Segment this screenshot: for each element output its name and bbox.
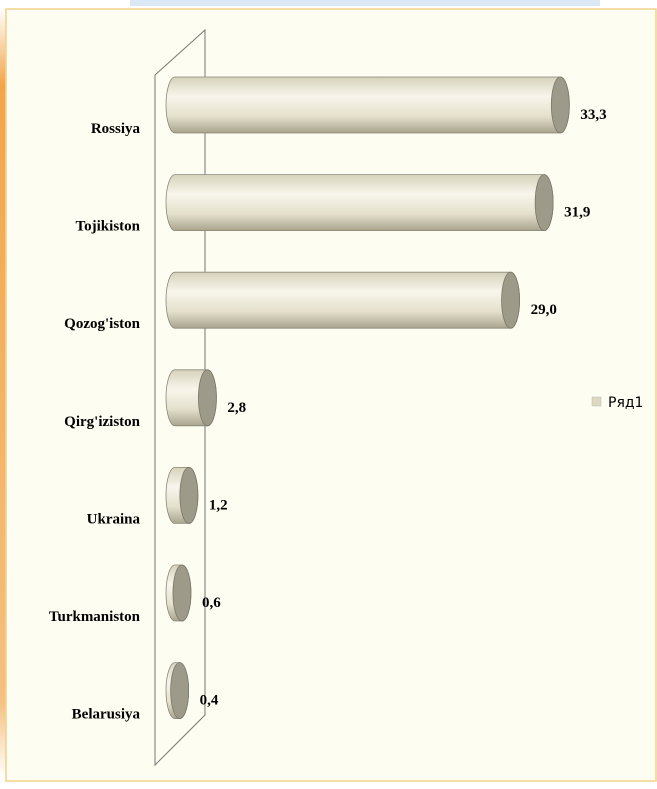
back-wall bbox=[154, 28, 206, 767]
y-tick-label: Belarusiya bbox=[72, 707, 141, 723]
bar-end bbox=[550, 76, 570, 134]
top-strip bbox=[130, 0, 600, 6]
bar-end bbox=[501, 271, 520, 329]
y-tick-label: Qirg'iziston bbox=[64, 414, 140, 430]
bar-end bbox=[534, 174, 554, 232]
value-label: 29,0 bbox=[531, 302, 557, 318]
left-edge bbox=[0, 8, 6, 778]
bar bbox=[165, 271, 520, 329]
value-label: 0,4 bbox=[200, 693, 219, 709]
plot-frame bbox=[5, 8, 657, 782]
y-tick-label: Turkmaniston bbox=[49, 609, 141, 625]
bar bbox=[165, 174, 554, 231]
value-label: 33,3 bbox=[580, 107, 606, 123]
value-label: 2,8 bbox=[227, 400, 246, 416]
bar-end bbox=[197, 369, 217, 427]
bar-end bbox=[179, 466, 199, 524]
value-label: 0,6 bbox=[202, 595, 221, 611]
y-tick-label: Ukraina bbox=[87, 511, 141, 527]
y-tick-label: Rossiya bbox=[91, 121, 141, 137]
value-label: 1,2 bbox=[209, 497, 228, 513]
y-tick-label: Qozog'iston bbox=[64, 316, 140, 332]
legend-label: Ряд1 bbox=[608, 395, 643, 411]
legend-swatch bbox=[591, 396, 602, 407]
bar-end bbox=[172, 564, 192, 622]
bar-end bbox=[170, 662, 190, 719]
y-tick-label: Tojikiston bbox=[76, 219, 141, 235]
value-label: 31,9 bbox=[564, 205, 590, 221]
bar bbox=[165, 76, 570, 134]
